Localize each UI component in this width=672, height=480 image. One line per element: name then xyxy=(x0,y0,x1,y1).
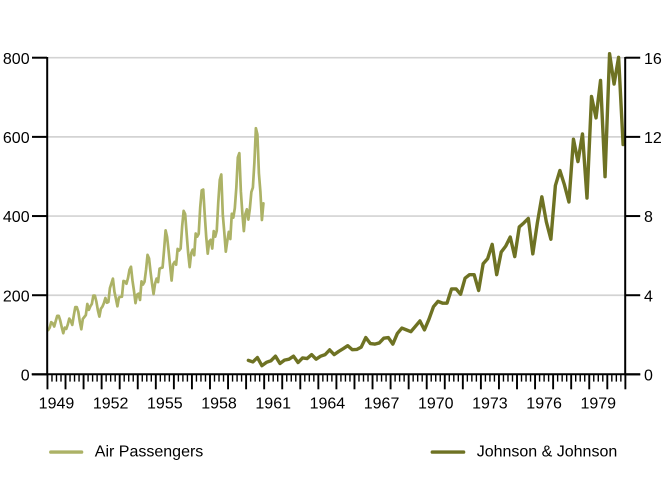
svg-text:1967: 1967 xyxy=(364,396,400,413)
svg-text:1955: 1955 xyxy=(147,396,183,413)
svg-text:1979: 1979 xyxy=(580,396,616,413)
svg-text:200: 200 xyxy=(3,288,30,305)
svg-text:1976: 1976 xyxy=(526,396,562,413)
svg-text:0: 0 xyxy=(21,368,30,385)
svg-text:16: 16 xyxy=(644,51,662,68)
svg-text:600: 600 xyxy=(3,130,30,147)
svg-text:400: 400 xyxy=(3,209,30,226)
svg-text:1958: 1958 xyxy=(201,396,237,413)
svg-text:Air Passengers: Air Passengers xyxy=(95,443,204,460)
svg-text:0: 0 xyxy=(644,368,653,385)
svg-text:1964: 1964 xyxy=(310,396,346,413)
svg-text:12: 12 xyxy=(644,130,662,147)
svg-text:Johnson & Johnson: Johnson & Johnson xyxy=(477,443,618,460)
svg-text:800: 800 xyxy=(3,51,30,68)
svg-text:4: 4 xyxy=(644,288,653,305)
svg-text:8: 8 xyxy=(644,209,653,226)
svg-text:1973: 1973 xyxy=(472,396,508,413)
svg-text:1949: 1949 xyxy=(39,396,75,413)
svg-text:1970: 1970 xyxy=(418,396,454,413)
svg-text:1952: 1952 xyxy=(93,396,129,413)
svg-text:1961: 1961 xyxy=(255,396,291,413)
